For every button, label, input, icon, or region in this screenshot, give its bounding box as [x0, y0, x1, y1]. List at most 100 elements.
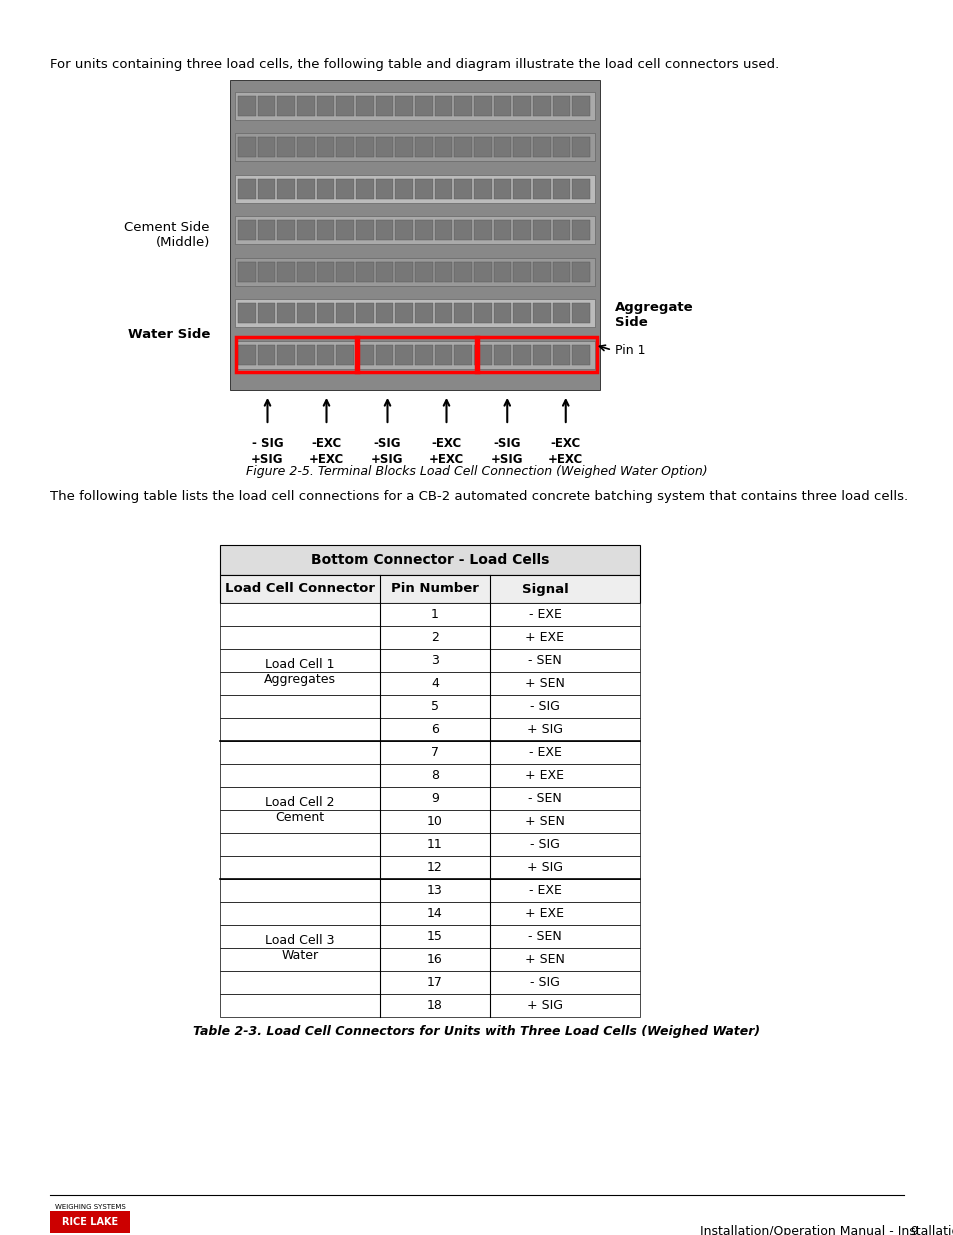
Text: -SIG: -SIG — [374, 437, 401, 450]
Bar — [454, 220, 472, 241]
Bar — [493, 345, 511, 364]
Bar — [493, 179, 511, 199]
Text: 16: 16 — [427, 953, 442, 966]
Text: 17: 17 — [427, 976, 442, 989]
Bar — [474, 137, 491, 157]
Bar — [220, 971, 639, 994]
Bar — [316, 303, 334, 324]
Bar — [257, 262, 275, 282]
Bar — [277, 179, 294, 199]
Text: + EXE: + EXE — [525, 906, 564, 920]
Bar — [474, 179, 491, 199]
Bar — [572, 303, 589, 324]
Bar — [533, 179, 550, 199]
Bar — [220, 718, 639, 741]
Bar — [220, 787, 639, 810]
Bar — [234, 91, 595, 120]
Bar — [435, 220, 452, 241]
Text: Cement Side
(Middle): Cement Side (Middle) — [125, 221, 210, 249]
Text: 3: 3 — [431, 655, 438, 667]
Bar — [220, 545, 639, 576]
Bar — [296, 179, 314, 199]
Bar — [513, 179, 531, 199]
Bar — [220, 650, 639, 672]
Bar — [316, 345, 334, 364]
Bar — [435, 179, 452, 199]
Bar — [237, 345, 255, 364]
Bar — [513, 96, 531, 116]
Bar — [415, 303, 433, 324]
Text: 6: 6 — [431, 722, 438, 736]
Bar — [220, 948, 639, 971]
Bar — [237, 137, 255, 157]
Bar — [235, 337, 357, 372]
Bar — [474, 262, 491, 282]
Text: 15: 15 — [427, 930, 442, 944]
Bar — [454, 303, 472, 324]
Bar — [395, 137, 413, 157]
Bar — [296, 303, 314, 324]
Text: 9: 9 — [431, 792, 438, 805]
Bar — [533, 137, 550, 157]
Bar — [230, 80, 599, 390]
Text: Pin 1: Pin 1 — [615, 343, 645, 357]
Text: -EXC: -EXC — [311, 437, 341, 450]
Text: +SIG: +SIG — [251, 453, 283, 466]
Bar — [493, 220, 511, 241]
Bar — [316, 96, 334, 116]
Text: 5: 5 — [431, 700, 438, 713]
Text: 9: 9 — [909, 1225, 917, 1235]
Bar — [474, 96, 491, 116]
Bar — [533, 96, 550, 116]
Bar — [395, 345, 413, 364]
Bar — [415, 179, 433, 199]
Bar — [454, 345, 472, 364]
Text: 10: 10 — [427, 815, 442, 827]
Bar — [220, 626, 639, 650]
Text: Aggregate
Side: Aggregate Side — [615, 301, 693, 329]
Bar — [572, 220, 589, 241]
Text: - SIG: - SIG — [530, 976, 559, 989]
Bar — [435, 262, 452, 282]
Text: Load Cell 2
Cement: Load Cell 2 Cement — [265, 797, 335, 824]
Bar — [454, 262, 472, 282]
Text: + SEN: + SEN — [524, 815, 564, 827]
Text: +SIG: +SIG — [371, 453, 403, 466]
Text: +EXC: +EXC — [429, 453, 464, 466]
Text: 7: 7 — [431, 746, 438, 760]
Bar — [220, 810, 639, 832]
Text: 13: 13 — [427, 884, 442, 897]
Bar — [336, 303, 354, 324]
Bar — [572, 137, 589, 157]
Text: +EXC: +EXC — [309, 453, 344, 466]
Text: - SIG: - SIG — [252, 437, 283, 450]
Bar — [220, 764, 639, 787]
Bar — [355, 337, 477, 372]
Bar — [572, 96, 589, 116]
Bar — [513, 137, 531, 157]
Bar — [336, 96, 354, 116]
Text: Figure 2-5. Terminal Blocks Load Cell Connection (Weighed Water Option): Figure 2-5. Terminal Blocks Load Cell Co… — [246, 466, 707, 478]
Text: 11: 11 — [427, 839, 442, 851]
Bar — [220, 856, 639, 879]
Bar — [355, 262, 374, 282]
Bar — [234, 216, 595, 245]
Bar — [220, 603, 639, 626]
Bar — [552, 303, 570, 324]
Text: Load Cell Connector: Load Cell Connector — [225, 583, 375, 595]
Bar — [552, 137, 570, 157]
Text: - EXE: - EXE — [528, 884, 561, 897]
Bar — [375, 179, 393, 199]
Bar — [296, 96, 314, 116]
Bar — [316, 137, 334, 157]
Text: - SIG: - SIG — [530, 839, 559, 851]
Bar — [415, 96, 433, 116]
Bar — [336, 345, 354, 364]
Bar — [234, 175, 595, 203]
Bar — [395, 96, 413, 116]
Bar — [257, 137, 275, 157]
Bar — [237, 220, 255, 241]
Bar — [237, 303, 255, 324]
Bar — [476, 337, 597, 372]
Text: Pin Number: Pin Number — [391, 583, 478, 595]
